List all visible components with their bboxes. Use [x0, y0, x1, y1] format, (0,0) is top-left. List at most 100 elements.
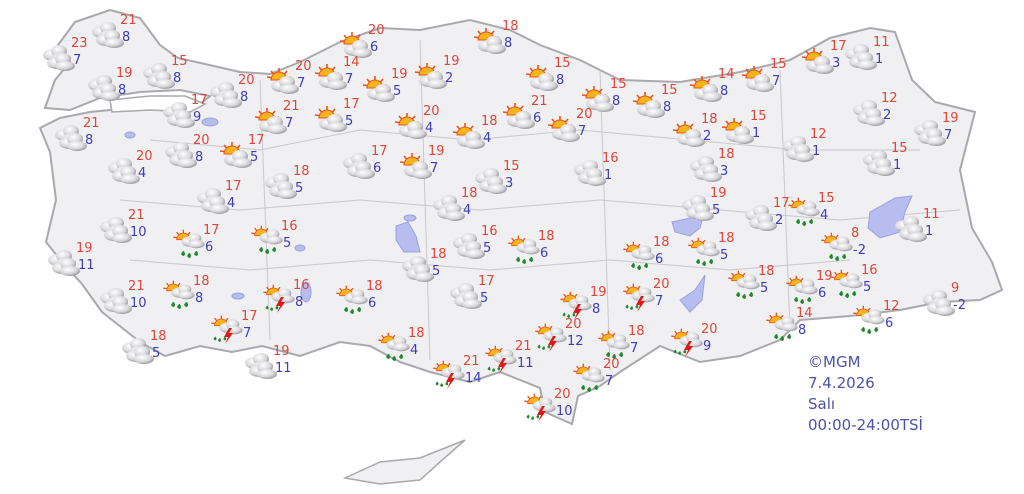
min-temperature: 9	[193, 110, 202, 125]
max-temperature: 20	[603, 357, 620, 372]
min-temperature: 4	[227, 196, 236, 211]
min-temperature: 8	[556, 73, 565, 88]
min-temperature: 11	[78, 258, 95, 273]
min-temperature: 5	[712, 203, 721, 218]
max-temperature: 9	[951, 281, 960, 296]
weather-station: 18 5	[122, 330, 182, 370]
weather-station: 16 5	[250, 219, 313, 260]
min-temperature: 10	[130, 225, 147, 240]
weather-station: 18 6	[335, 280, 398, 320]
max-temperature: 21	[283, 99, 300, 114]
max-temperature: 16	[293, 278, 310, 293]
max-temperature: 16	[481, 224, 498, 239]
ataturk-dam	[679, 274, 706, 313]
max-temperature: 20	[295, 59, 312, 74]
weather-station: 20 7	[266, 59, 327, 100]
max-temperature: 19	[710, 186, 727, 201]
min-temperature: 8	[592, 302, 601, 317]
weather-station: 16 5	[830, 264, 893, 304]
min-temperature: 7	[73, 53, 82, 68]
max-temperature: 20	[554, 387, 571, 402]
max-temperature: 20	[565, 317, 582, 332]
weather-station: 17 6	[172, 224, 235, 264]
lake	[403, 214, 417, 222]
weather-station: 15 4	[787, 191, 850, 232]
max-temperature: 20	[423, 104, 440, 119]
weather-station: 20 6	[339, 24, 400, 64]
max-temperature: 15	[610, 77, 627, 92]
weather-station: 18 5	[402, 248, 462, 288]
max-temperature: 12	[881, 91, 898, 106]
max-temperature: 18	[653, 235, 670, 250]
cyprus	[342, 439, 466, 485]
min-temperature: 8	[612, 94, 621, 109]
weather-station: 17 2	[745, 197, 805, 237]
max-temperature: 17	[248, 133, 265, 148]
min-temperature: 3	[720, 164, 729, 179]
max-temperature: 15	[891, 141, 908, 156]
max-temperature: 18	[718, 231, 735, 246]
max-temperature: 16	[281, 219, 298, 234]
min-temperature: 5	[283, 236, 292, 251]
min-temperature: 10	[130, 296, 147, 311]
min-temperature: 6	[885, 316, 894, 331]
max-temperature: 18	[628, 324, 645, 339]
max-temperature: 18	[461, 186, 478, 201]
min-temperature: 4	[425, 121, 434, 136]
min-temperature: 8	[663, 100, 672, 115]
min-temperature: 1	[925, 224, 934, 239]
weather-station: 18 8	[162, 275, 225, 315]
weather-station: 15 8	[143, 55, 203, 95]
max-temperature: 14	[343, 55, 360, 70]
lake	[231, 292, 245, 300]
max-temperature: 12	[883, 299, 900, 314]
weather-station: 12 6	[852, 299, 915, 340]
weather-station: 9 -2	[923, 282, 983, 322]
max-temperature: 17	[343, 97, 360, 112]
min-temperature: 5	[152, 346, 161, 361]
weather-station: 16 5	[453, 225, 513, 265]
max-temperature: 17	[478, 274, 495, 289]
min-temperature: 1	[604, 168, 613, 183]
weather-station: 17 5	[219, 133, 280, 174]
weather-station: 12 2	[853, 92, 913, 132]
weather-station: 18 7	[597, 324, 660, 365]
max-temperature: 15	[750, 109, 767, 124]
weather-station: 20 4	[108, 150, 168, 190]
max-temperature: 18	[408, 326, 425, 341]
min-temperature: 14	[465, 371, 482, 386]
min-temperature: 7	[345, 72, 354, 87]
max-temperature: 21	[463, 354, 480, 369]
max-temperature: 15	[770, 57, 787, 72]
min-temperature: 8	[118, 83, 127, 98]
max-temperature: 17	[371, 144, 388, 159]
weather-station: 11 1	[845, 36, 905, 76]
min-temperature: 1	[752, 126, 761, 141]
max-temperature: 18	[502, 19, 519, 34]
max-temperature: 23	[71, 36, 88, 51]
max-temperature: 19	[76, 241, 93, 256]
max-temperature: 15	[818, 191, 835, 206]
min-temperature: 5	[432, 264, 441, 279]
weather-station: 19 2	[414, 55, 475, 95]
min-temperature: 7	[243, 326, 252, 341]
min-temperature: 7	[944, 128, 953, 143]
max-temperature: 15	[661, 83, 678, 98]
map-legend: ©MGM 7.4.2026 Salı 00:00-24:00TSİ	[808, 352, 923, 436]
weather-station: 18 5	[265, 165, 325, 205]
max-temperature: 19	[590, 285, 607, 300]
min-temperature: 8	[798, 323, 807, 338]
min-temperature: 6	[655, 252, 664, 267]
min-temperature: 8	[85, 133, 94, 148]
max-temperature: 8	[851, 226, 860, 241]
weather-station: 20 12	[534, 317, 597, 358]
min-temperature: 4	[410, 343, 419, 358]
weather-station: 17 7	[210, 310, 273, 350]
weather-station: 20 8	[165, 134, 225, 174]
weather-station: 19 5	[362, 68, 423, 108]
weather-station: 20 10	[523, 387, 586, 428]
weather-station: 17 6	[343, 145, 403, 185]
max-temperature: 18	[150, 329, 167, 344]
min-temperature: 4	[463, 203, 472, 218]
